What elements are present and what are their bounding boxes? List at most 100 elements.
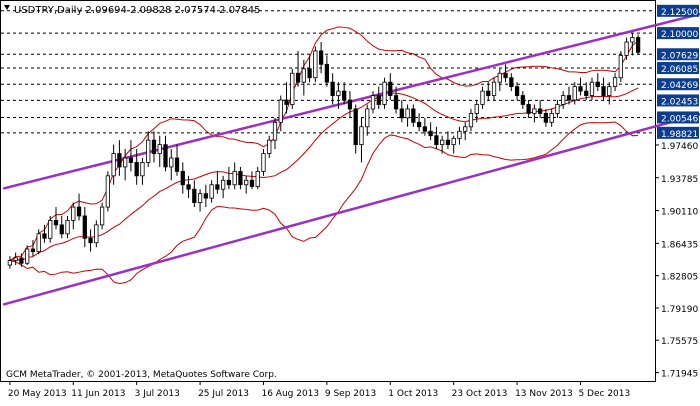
candle-body bbox=[65, 220, 70, 235]
candle-body bbox=[48, 220, 53, 239]
level-price-label: 2.10000 bbox=[661, 30, 698, 40]
candle bbox=[405, 104, 410, 127]
candle bbox=[336, 82, 341, 109]
candle-body bbox=[497, 72, 502, 83]
candles bbox=[7, 33, 641, 269]
candle-body bbox=[186, 184, 191, 190]
candle bbox=[520, 91, 525, 109]
candle bbox=[347, 91, 353, 118]
candle bbox=[578, 77, 583, 96]
candle bbox=[94, 220, 99, 248]
candle-body bbox=[301, 68, 306, 83]
candle bbox=[624, 37, 629, 60]
candle bbox=[128, 140, 134, 172]
candle-body bbox=[584, 90, 589, 96]
candle-body bbox=[318, 50, 324, 65]
candle-body bbox=[36, 233, 41, 253]
candle-body bbox=[353, 108, 358, 146]
candle-body bbox=[134, 162, 139, 177]
candle bbox=[635, 34, 641, 55]
level-price-label: 2.00546 bbox=[661, 114, 698, 124]
candle-body bbox=[267, 139, 272, 154]
candle bbox=[261, 149, 266, 176]
candle bbox=[353, 104, 358, 154]
candle-body bbox=[330, 81, 335, 96]
candle-body bbox=[238, 170, 243, 186]
candle-body bbox=[388, 81, 393, 96]
candle-body bbox=[111, 153, 116, 177]
channel-line[interactable] bbox=[2, 0, 700, 190]
candle bbox=[295, 50, 301, 87]
candle bbox=[376, 86, 381, 109]
candle-body bbox=[140, 162, 145, 177]
candle bbox=[313, 46, 318, 83]
level-price-label: 2.02453 bbox=[661, 97, 698, 107]
candle bbox=[30, 240, 36, 257]
candle-body bbox=[399, 108, 404, 119]
level-price-tag bbox=[657, 111, 699, 124]
candle-body bbox=[19, 257, 24, 264]
candle bbox=[463, 122, 468, 141]
x-axis: 20 May 2013 11 Jun 2013 3 Jul 2013 25 Jul 2… bbox=[8, 381, 630, 399]
bollinger-bands bbox=[9, 26, 639, 285]
candle-body bbox=[226, 179, 232, 186]
candle bbox=[342, 82, 347, 105]
candle bbox=[330, 73, 335, 105]
candle-body bbox=[526, 104, 531, 114]
candle bbox=[19, 253, 24, 267]
candle bbox=[561, 91, 566, 109]
candle-body bbox=[203, 193, 208, 199]
candle-body bbox=[457, 130, 462, 139]
candle bbox=[422, 117, 427, 136]
candle-body bbox=[244, 179, 249, 186]
symbol-marker-icon bbox=[4, 5, 10, 10]
candle bbox=[503, 64, 508, 83]
candle bbox=[48, 215, 53, 243]
candle-body bbox=[232, 170, 237, 186]
candle-body bbox=[595, 81, 600, 88]
candle-body bbox=[261, 153, 266, 172]
channel-lines bbox=[2, 0, 700, 306]
candle-body bbox=[411, 108, 416, 123]
candle-body bbox=[215, 184, 220, 190]
candle-body bbox=[163, 144, 168, 168]
x-tick-label: 5 Dec 2013 bbox=[578, 389, 630, 399]
candle-body bbox=[578, 86, 583, 92]
level-price-label: 2.12500 bbox=[661, 8, 698, 18]
y-tick-label: 1.90110 bbox=[661, 208, 698, 218]
x-tick-label: 13 Nov 2013 bbox=[515, 389, 573, 399]
candle bbox=[365, 104, 370, 136]
candle bbox=[221, 175, 226, 199]
candle bbox=[203, 184, 208, 208]
candle bbox=[25, 245, 30, 266]
candle-body bbox=[434, 135, 439, 146]
candle-body bbox=[76, 206, 82, 217]
candle bbox=[445, 131, 451, 150]
candle-body bbox=[463, 126, 468, 132]
candle-body bbox=[53, 220, 59, 226]
candle-body bbox=[71, 206, 76, 221]
candle-body bbox=[255, 170, 260, 187]
candle-body bbox=[405, 108, 410, 119]
candle-body bbox=[30, 248, 36, 253]
candle-body bbox=[197, 193, 203, 203]
channel-line[interactable] bbox=[2, 98, 700, 306]
candle-body bbox=[117, 153, 122, 168]
candle bbox=[244, 175, 249, 194]
candle bbox=[428, 122, 433, 141]
chart-header: USDTRY,Daily 2.09694 2.09828 2.07574 2.0… bbox=[14, 5, 261, 16]
copyright-text: GCM MetaTrader, © 2001-2013, MetaQuotes … bbox=[6, 370, 277, 380]
candle bbox=[99, 202, 105, 230]
candle bbox=[13, 252, 18, 266]
candle-body bbox=[290, 72, 295, 105]
candle-body bbox=[180, 170, 185, 186]
level-price-label: 2.07629 bbox=[661, 51, 698, 61]
candle-body bbox=[618, 55, 623, 79]
candle-body bbox=[342, 90, 347, 101]
candle bbox=[370, 91, 376, 114]
candle bbox=[543, 108, 549, 127]
candle bbox=[572, 82, 577, 105]
candle bbox=[416, 113, 422, 132]
y-axis: 2.12500 2.10000 2.07629 2.06085 2.04269 2.024… bbox=[655, 4, 699, 380]
candle-body bbox=[151, 139, 157, 154]
